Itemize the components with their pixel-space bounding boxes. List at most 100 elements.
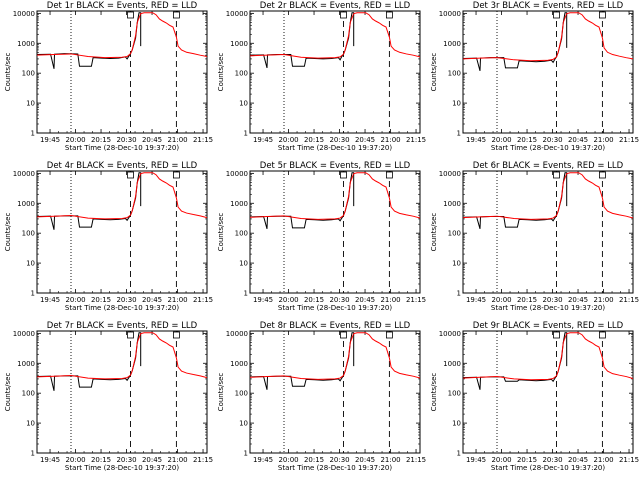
x-tick-label: 21:15 bbox=[619, 136, 639, 144]
x-tick-label: 20:30 bbox=[542, 456, 562, 464]
x-tick-label: 20:45 bbox=[355, 456, 375, 464]
x-tick-label: 20:00 bbox=[491, 296, 511, 304]
series-line-lld bbox=[250, 172, 420, 220]
series-line-events bbox=[250, 12, 355, 69]
y-tick-label: 100 bbox=[448, 390, 461, 398]
x-tick-label: 19:45 bbox=[40, 456, 60, 464]
x-axis-label: Start Time (28-Dec-10 19:37:20) bbox=[278, 144, 392, 152]
series-line-lld bbox=[250, 12, 420, 59]
interval-marker bbox=[340, 331, 347, 339]
series-line-lld bbox=[37, 172, 207, 220]
interval-marker bbox=[172, 331, 180, 339]
x-tick-label: 20:15 bbox=[304, 136, 324, 144]
y-tick-label: 1 bbox=[31, 130, 35, 138]
x-tick-label: 20:00 bbox=[491, 136, 511, 144]
y-tick-label: 10000 bbox=[226, 10, 248, 18]
x-tick-label: 20:15 bbox=[304, 456, 324, 464]
chart-panel-4: Det 4r BLACK = Events, RED = LLD 1 10 100 10… bbox=[4, 161, 213, 312]
interval-marker bbox=[553, 331, 560, 339]
x-tick-label: 21:00 bbox=[380, 296, 400, 304]
x-tick-label: 19:45 bbox=[466, 296, 486, 304]
x-axis-label: Start Time (28-Dec-10 19:37:20) bbox=[278, 304, 392, 312]
x-tick-label: 20:15 bbox=[517, 296, 537, 304]
series-line-events bbox=[37, 12, 142, 69]
x-tick-label: 21:00 bbox=[593, 136, 613, 144]
y-tick-label: 10000 bbox=[226, 170, 248, 178]
plot-frame bbox=[462, 330, 634, 454]
x-tick-label: 20:45 bbox=[568, 296, 588, 304]
interval-marker bbox=[599, 11, 606, 19]
chart-title: Det 8r BLACK = Events, RED = LLD bbox=[260, 321, 411, 331]
y-tick-label: 1000 bbox=[17, 40, 35, 48]
y-tick-label: 1000 bbox=[230, 360, 248, 368]
chart-panel-9: Det 9r BLACK = Events, RED = LLD 1 10 100 10… bbox=[430, 321, 639, 472]
plot-frame bbox=[249, 330, 421, 454]
x-tick-label: 21:15 bbox=[619, 296, 639, 304]
y-tick-label: 10000 bbox=[439, 10, 461, 18]
x-tick-label: 20:15 bbox=[91, 456, 111, 464]
interval-marker bbox=[172, 11, 180, 19]
x-axis-label: Start Time (28-Dec-10 19:37:20) bbox=[65, 464, 179, 472]
plot-frame bbox=[462, 170, 634, 294]
y-tick-label: 1 bbox=[244, 130, 248, 138]
series-line-lld bbox=[463, 332, 633, 381]
x-tick-label: 20:00 bbox=[65, 296, 85, 304]
y-tick-label: 10 bbox=[452, 100, 461, 108]
x-tick-label: 19:45 bbox=[40, 136, 60, 144]
x-tick-label: 19:45 bbox=[253, 136, 273, 144]
chart-title: Det 1r BLACK = Events, RED = LLD bbox=[47, 1, 198, 11]
series-line-events bbox=[463, 332, 568, 390]
y-tick-label: 10000 bbox=[13, 170, 35, 178]
x-axis-label: Start Time (28-Dec-10 19:37:20) bbox=[278, 464, 392, 472]
x-tick-label: 20:30 bbox=[329, 136, 349, 144]
y-axis-label: Counts/sec bbox=[430, 373, 438, 412]
chart-title: Det 9r BLACK = Events, RED = LLD bbox=[473, 321, 624, 331]
plot-frame bbox=[36, 10, 208, 134]
series-line-lld bbox=[37, 332, 207, 380]
y-tick-label: 10 bbox=[26, 100, 35, 108]
y-axis-label: Counts/sec bbox=[430, 213, 438, 252]
interval-marker bbox=[172, 171, 180, 179]
y-axis-label: Counts/sec bbox=[217, 53, 225, 92]
x-tick-label: 20:00 bbox=[278, 296, 298, 304]
series-line-events bbox=[250, 172, 355, 229]
chart-title: Det 6r BLACK = Events, RED = LLD bbox=[473, 161, 624, 171]
interval-marker bbox=[599, 331, 606, 339]
x-tick-label: 21:15 bbox=[406, 456, 426, 464]
y-tick-label: 10000 bbox=[439, 330, 461, 338]
x-tick-label: 20:00 bbox=[278, 136, 298, 144]
chart-panel-1: Det 1r BLACK = Events, RED = LLD 1 10 100 10… bbox=[4, 1, 213, 152]
x-tick-label: 20:30 bbox=[116, 296, 136, 304]
chart-title: Det 7r BLACK = Events, RED = LLD bbox=[47, 321, 198, 331]
interval-marker bbox=[127, 171, 134, 179]
y-tick-label: 1 bbox=[31, 290, 35, 298]
y-tick-label: 10 bbox=[452, 420, 461, 428]
series-line-events bbox=[37, 332, 142, 391]
series-line-events bbox=[463, 172, 568, 229]
interval-marker bbox=[599, 171, 606, 179]
x-tick-label: 21:00 bbox=[593, 456, 613, 464]
x-tick-label: 20:15 bbox=[91, 136, 111, 144]
x-tick-label: 20:45 bbox=[568, 456, 588, 464]
y-axis-label: Counts/sec bbox=[4, 213, 12, 252]
chart-title: Det 2r BLACK = Events, RED = LLD bbox=[260, 1, 411, 11]
x-tick-label: 19:45 bbox=[466, 456, 486, 464]
y-axis-label: Counts/sec bbox=[4, 373, 12, 412]
interval-marker bbox=[127, 331, 134, 339]
x-axis-label: Start Time (28-Dec-10 19:37:20) bbox=[65, 144, 179, 152]
y-tick-label: 100 bbox=[22, 390, 35, 398]
interval-marker bbox=[385, 331, 393, 339]
plot-frame bbox=[36, 330, 208, 454]
x-tick-label: 20:45 bbox=[142, 296, 162, 304]
series-line-lld bbox=[37, 12, 207, 59]
series-line-lld bbox=[463, 172, 633, 220]
x-tick-label: 20:15 bbox=[304, 296, 324, 304]
chart-title: Det 5r BLACK = Events, RED = LLD bbox=[260, 161, 411, 171]
y-tick-label: 100 bbox=[235, 70, 248, 78]
y-tick-label: 10 bbox=[239, 260, 248, 268]
chart-panel-2: Det 2r BLACK = Events, RED = LLD 1 10 100 10… bbox=[217, 1, 426, 152]
x-tick-label: 21:15 bbox=[619, 456, 639, 464]
x-axis-label: Start Time (28-Dec-10 19:37:20) bbox=[65, 304, 179, 312]
y-tick-label: 100 bbox=[235, 230, 248, 238]
